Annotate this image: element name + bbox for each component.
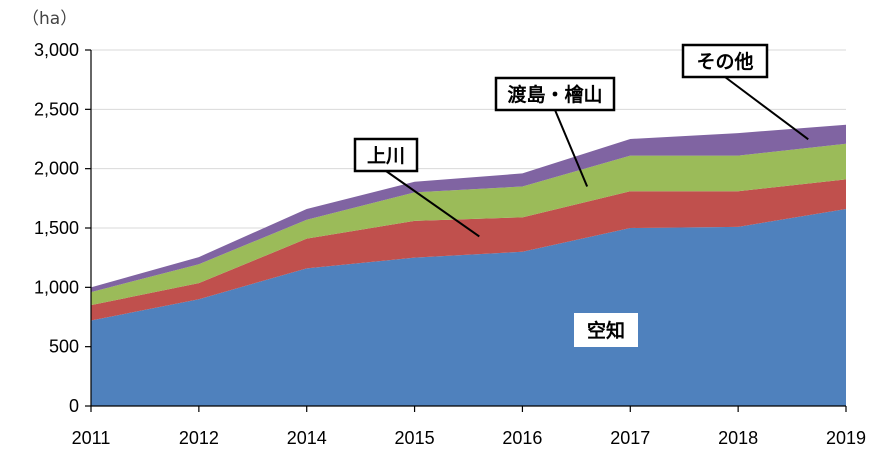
area-series — [91, 124, 846, 406]
x-tick-label-7: 2019 — [826, 428, 866, 448]
x-tick-label-1: 2012 — [179, 428, 219, 448]
area-series-0 — [91, 209, 846, 406]
x-tick-label-6: 2018 — [718, 428, 758, 448]
area-series-3 — [91, 124, 846, 293]
annotation-label-2: 渡島・檜山 — [507, 83, 602, 106]
annotation-box-0 — [574, 313, 638, 347]
x-tick-label-4: 2016 — [502, 428, 542, 448]
x-tick-labels: 2011 2012 2014 2015 2016 2017 2018 2019 — [72, 428, 866, 448]
annotation-box-2 — [494, 76, 616, 112]
y-tick-label-4: 2,000 — [34, 159, 79, 179]
x-tick-label-2: 2014 — [287, 428, 327, 448]
y-tick-label-0: 0 — [69, 396, 79, 416]
y-tick-label-3: 1,500 — [34, 218, 79, 238]
annotation-box-3 — [681, 43, 769, 79]
y-tick-label-1: 500 — [49, 337, 79, 357]
annotation-label-3: その他 — [696, 50, 753, 73]
x-tick-label-5: 2017 — [610, 428, 650, 448]
area-series-1 — [91, 179, 846, 321]
y-axis-unit-label: （ha） — [22, 9, 77, 29]
x-tick-label-0: 2011 — [72, 428, 111, 448]
area-series-2 — [91, 143, 846, 306]
y-tick-label-5: 2,500 — [34, 99, 79, 119]
annotation-leader-3 — [724, 76, 809, 141]
annotation-box-1 — [353, 137, 419, 173]
y-tick-label-6: 3,000 — [34, 40, 79, 60]
annotation-label-0: 空知 — [587, 319, 625, 342]
series-annotations: 空知 上川 渡島・檜山 その他 — [353, 43, 809, 347]
annotation-leader-1 — [385, 170, 480, 238]
x-tick-label-3: 2015 — [395, 428, 435, 448]
y-tick-label-2: 1,000 — [34, 277, 79, 297]
axes — [85, 49, 847, 412]
annotation-label-1: 上川 — [367, 145, 405, 167]
annotation-leader-2 — [554, 109, 589, 187]
y-tick-labels: 0 500 1,000 1,500 2,000 2,500 3,000 — [34, 40, 79, 416]
